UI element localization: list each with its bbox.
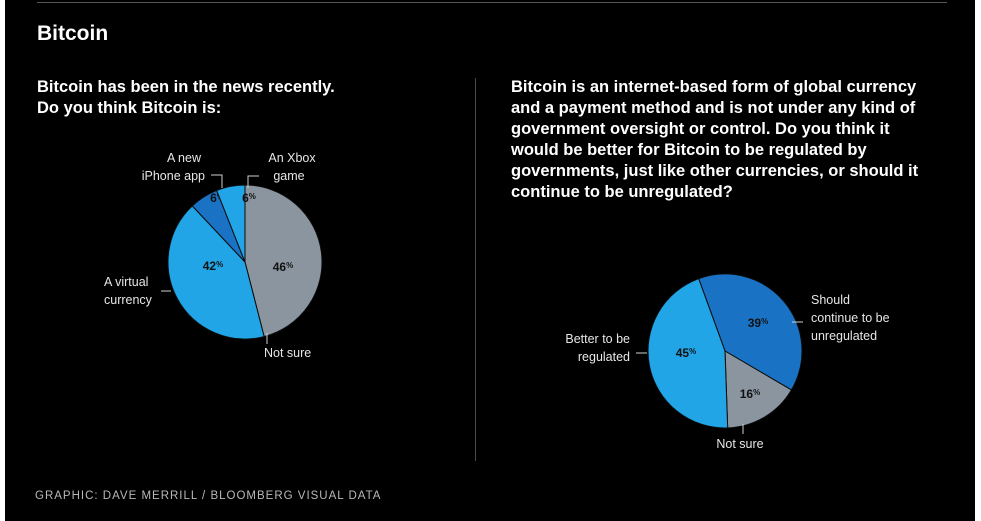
slice-value-label: 42% (203, 259, 223, 273)
slice-category-label: game (273, 169, 304, 183)
left-pie-chart: 46% Not sure 42% A virtual currency 6% A new iP… (104, 151, 323, 360)
pie-slice-better-to-be-regulated (647, 278, 729, 429)
slice-category-label: An Xbox (268, 151, 316, 165)
slice-category-label: Not sure (264, 346, 311, 360)
slice-value-label: 16% (740, 387, 760, 401)
top-rule (37, 2, 947, 3)
chart-frame: Bitcoin Bitcoin has been in the news rec… (5, 0, 975, 521)
slice-category-label: regulated (578, 350, 630, 364)
slice-category-label: Better to be (565, 332, 630, 346)
slice-value-label: 6% (242, 191, 256, 205)
slice-category-label: A virtual (104, 275, 148, 289)
leader-line (211, 174, 223, 188)
pie-slice-not-sure (244, 184, 323, 338)
slice-value-label: 45% (676, 346, 696, 360)
slice-category-label: unregulated (811, 329, 877, 343)
pie-slice-an-xbox-game (216, 184, 246, 263)
slice-category-label: iPhone app (142, 169, 205, 183)
pie-slice-should-continue-to-be-unregulated (698, 273, 803, 391)
slice-category-label: Not sure (716, 437, 763, 451)
column-divider (475, 78, 476, 461)
right-question: Bitcoin is an internet-based form of glo… (511, 78, 919, 201)
chart-title: Bitcoin (37, 22, 109, 45)
footer-credit: GRAPHIC: DAVE MERRILL / BLOOMBERG VISUAL… (35, 490, 382, 502)
slice-category-label: currency (104, 293, 153, 307)
pie-slice-not-sure (724, 350, 793, 429)
slice-value-label: 46% (273, 260, 293, 274)
left-question: Bitcoin has been in the news recently. D… (37, 78, 335, 117)
slice-category-label: Should (811, 293, 850, 307)
right-pie-chart: 39% Should continue to be unregulated 16% Not… (565, 273, 890, 451)
slice-value-label: 39% (748, 316, 768, 330)
pie-slice-a-virtual-currency (167, 205, 265, 340)
slice-category-label: A new (167, 151, 202, 165)
slice-category-label: continue to be (811, 311, 890, 325)
leader-line (247, 175, 259, 188)
